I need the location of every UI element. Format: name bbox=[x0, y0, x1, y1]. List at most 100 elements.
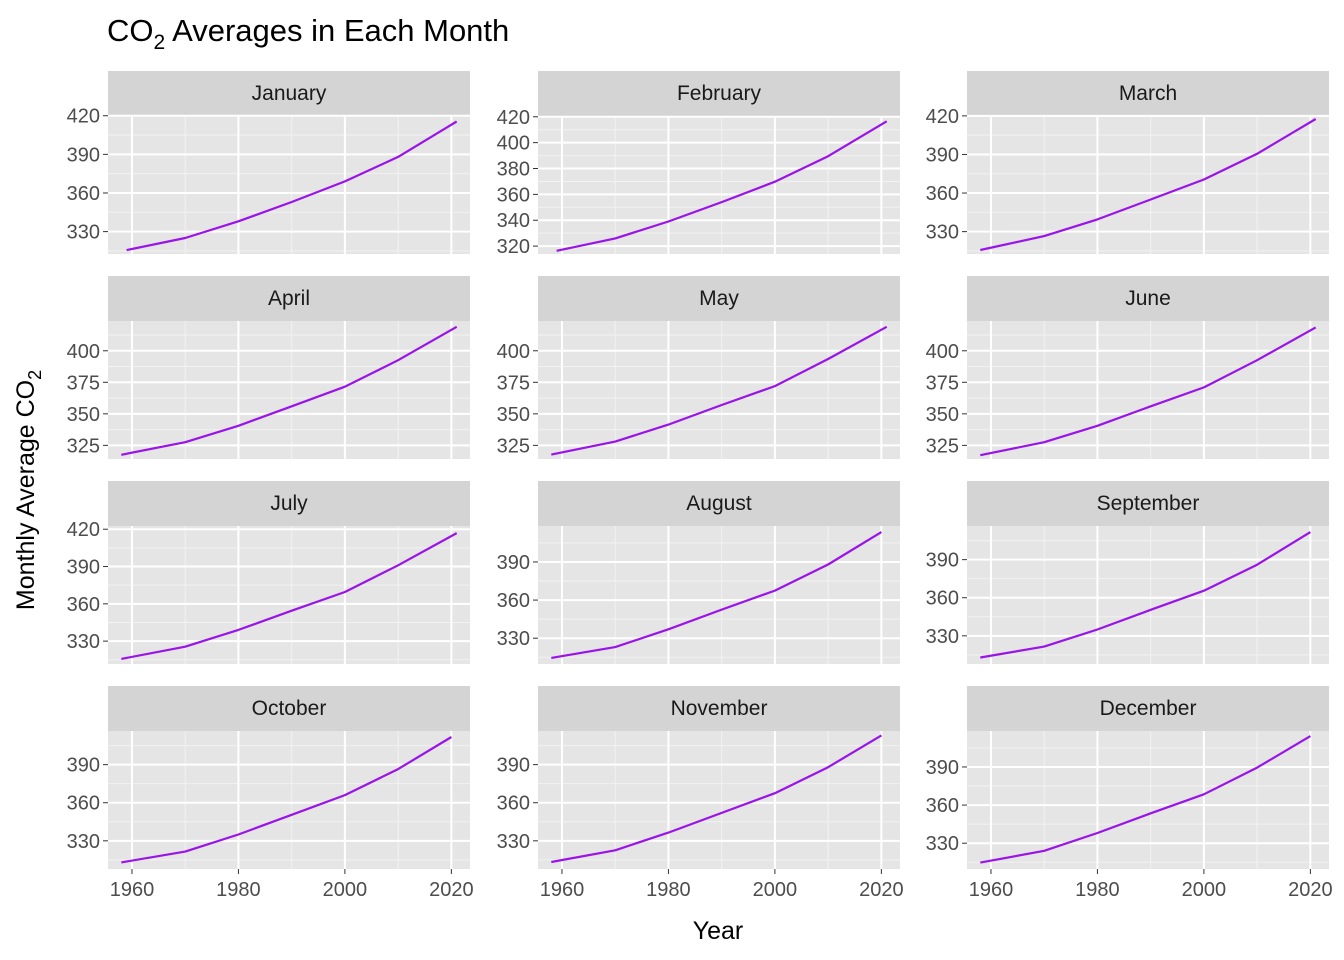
co2-series-line bbox=[551, 531, 882, 659]
x-tick-label: 2020 bbox=[859, 879, 904, 901]
facet-panel-january: January 330 360 390 420 bbox=[67, 71, 470, 254]
y-tick-label: 390 bbox=[926, 550, 959, 572]
panel-background bbox=[967, 731, 1329, 869]
y-tick-label: 360 bbox=[497, 590, 530, 612]
y-tick-label: 375 bbox=[67, 372, 100, 394]
y-tick-label: 390 bbox=[926, 757, 959, 779]
facet-panel-december: December 330 360 390 1960 1980 2000 2020 bbox=[926, 686, 1333, 901]
y-tick-label: 375 bbox=[926, 372, 959, 394]
panel-background bbox=[108, 116, 470, 254]
facet-strip-label: June bbox=[1125, 287, 1171, 310]
x-tick-label: 1980 bbox=[1075, 879, 1120, 901]
panel-background bbox=[967, 526, 1329, 664]
panel-background bbox=[538, 116, 900, 254]
facet-panel-september: September 330 360 390 bbox=[926, 481, 1329, 664]
facet-panel-july: July 330 360 390 420 bbox=[67, 481, 470, 664]
y-tick-label: 325 bbox=[497, 435, 530, 457]
x-tick-label: 2000 bbox=[1182, 879, 1227, 901]
co2-series-line bbox=[556, 120, 888, 252]
facet-strip-label: March bbox=[1119, 82, 1177, 105]
facet-panel-february: February 320 340 360 380 400 420 bbox=[497, 71, 900, 258]
co2-series-line bbox=[980, 326, 1317, 457]
panel-background bbox=[538, 526, 900, 664]
panel-background bbox=[967, 321, 1329, 459]
co2-series-line bbox=[121, 325, 458, 456]
y-tick-label: 420 bbox=[497, 107, 530, 129]
panel-background bbox=[108, 731, 470, 869]
y-tick-label: 400 bbox=[926, 341, 959, 363]
y-tick-label: 325 bbox=[67, 435, 100, 457]
co2-series-line bbox=[980, 531, 1311, 659]
y-tick-label: 330 bbox=[67, 831, 100, 853]
y-tick-label: 350 bbox=[67, 404, 100, 426]
y-tick-label: 390 bbox=[926, 144, 959, 166]
facet-strip bbox=[538, 686, 900, 731]
facet-strip bbox=[108, 686, 470, 731]
x-tick-label: 2020 bbox=[1288, 879, 1333, 901]
y-tick-label: 340 bbox=[497, 210, 530, 232]
y-tick-label: 330 bbox=[926, 833, 959, 855]
x-tick-label: 1960 bbox=[969, 879, 1014, 901]
co2-series-line bbox=[121, 736, 452, 864]
facet-panel-march: March 330 360 390 420 bbox=[926, 71, 1329, 254]
y-tick-label: 360 bbox=[67, 793, 100, 815]
facet-strip bbox=[108, 71, 470, 116]
facet-strip bbox=[108, 276, 470, 321]
y-tick-label: 360 bbox=[497, 184, 530, 206]
facet-panel-june: June 325 350 375 400 bbox=[926, 276, 1329, 459]
x-tick-label: 1960 bbox=[540, 879, 585, 901]
y-tick-label: 360 bbox=[926, 183, 959, 205]
y-tick-label: 330 bbox=[67, 631, 100, 653]
y-tick-label: 350 bbox=[926, 404, 959, 426]
facet-strip-label: February bbox=[677, 82, 762, 105]
panel-background bbox=[108, 321, 470, 459]
y-tick-label: 390 bbox=[497, 552, 530, 574]
panel-background bbox=[108, 526, 470, 664]
y-tick-label: 390 bbox=[497, 755, 530, 777]
x-tick-label: 1960 bbox=[110, 879, 155, 901]
y-tick-label: 330 bbox=[67, 222, 100, 244]
facet-strip-label: October bbox=[252, 697, 327, 720]
panel-background bbox=[538, 731, 900, 869]
facet-panel-april: April 325 350 375 400 bbox=[67, 276, 470, 459]
facet-strip-label: August bbox=[686, 492, 752, 515]
y-tick-label: 325 bbox=[926, 435, 959, 457]
facet-strip-label: December bbox=[1100, 697, 1197, 720]
y-tick-label: 330 bbox=[926, 222, 959, 244]
co2-series-line bbox=[980, 118, 1317, 252]
facet-panels: January 330 360 390 420 February 320 340 360 380 4… bbox=[67, 71, 1333, 901]
y-tick-label: 330 bbox=[497, 831, 530, 853]
y-tick-label: 380 bbox=[497, 159, 530, 181]
y-tick-label: 360 bbox=[497, 793, 530, 815]
x-tick-label: 1980 bbox=[646, 879, 691, 901]
y-tick-label: 400 bbox=[497, 133, 530, 155]
facet-strip bbox=[967, 481, 1329, 526]
y-tick-label: 360 bbox=[926, 588, 959, 610]
facet-strip bbox=[538, 276, 900, 321]
y-tick-label: 330 bbox=[926, 626, 959, 648]
facet-panel-november: November 330 360 390 1960 1980 2000 2020 bbox=[497, 686, 904, 901]
facet-strip-label: September bbox=[1097, 492, 1200, 515]
y-tick-label: 360 bbox=[67, 594, 100, 616]
facet-strip bbox=[967, 71, 1329, 116]
facet-strip-label: May bbox=[699, 287, 739, 310]
facet-strip-label: April bbox=[268, 287, 310, 310]
facet-panel-may: May 325 350 375 400 bbox=[497, 276, 900, 459]
y-tick-label: 330 bbox=[497, 628, 530, 650]
y-tick-label: 360 bbox=[926, 795, 959, 817]
facet-strip bbox=[108, 481, 470, 526]
co2-series-line bbox=[980, 735, 1311, 864]
facet-strip-label: July bbox=[270, 492, 308, 515]
y-tick-label: 390 bbox=[67, 144, 100, 166]
facet-strip bbox=[967, 686, 1329, 731]
facet-strip bbox=[538, 481, 900, 526]
y-tick-label: 420 bbox=[67, 106, 100, 128]
panel-background bbox=[538, 321, 900, 459]
panel-background bbox=[967, 116, 1329, 254]
x-tick-label: 2000 bbox=[753, 879, 798, 901]
co2-series-line bbox=[551, 734, 882, 864]
co2-series-line bbox=[551, 325, 888, 456]
facet-strip bbox=[538, 71, 900, 116]
y-tick-label: 420 bbox=[926, 106, 959, 128]
